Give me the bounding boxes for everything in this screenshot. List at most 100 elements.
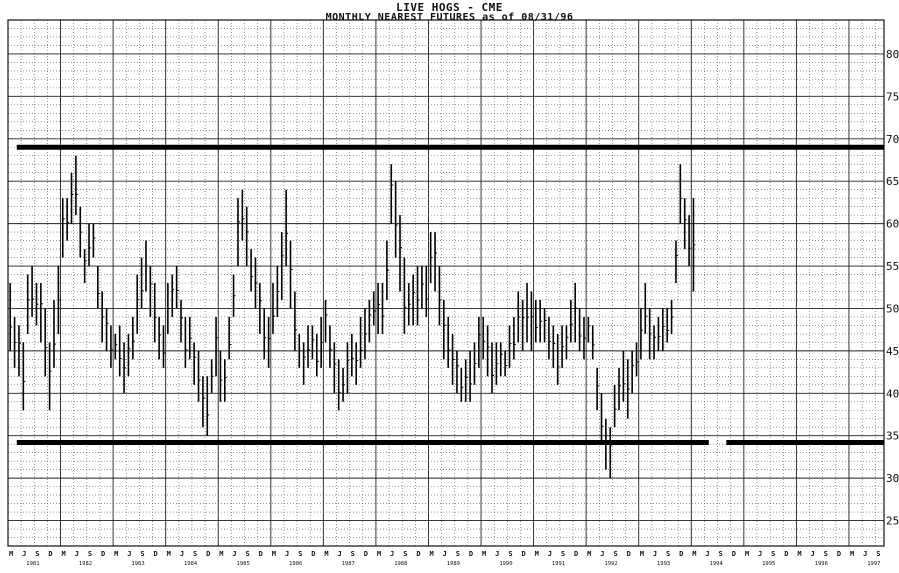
x-month-label: M [640, 550, 644, 558]
x-month-label: J [811, 550, 815, 558]
x-month-label: J [338, 550, 342, 558]
x-month-label: M [219, 550, 223, 558]
x-month-label: D [837, 550, 841, 558]
x-month-label: S [403, 550, 407, 558]
x-month-label: D [784, 550, 788, 558]
x-year-label: 1991 [552, 561, 565, 567]
x-month-label: D [206, 550, 210, 558]
x-month-label: J [390, 550, 394, 558]
y-tick-label: 55 [886, 260, 899, 273]
x-month-label: S [193, 550, 197, 558]
x-year-label: 1989 [447, 561, 460, 567]
x-month-label: S [666, 550, 670, 558]
y-axis: 25 30 35 40 45 50 55 60 65 70 75 80 [886, 48, 899, 528]
y-tick-label: 65 [886, 175, 899, 188]
y-tick-label: 50 [886, 302, 899, 315]
x-month-label: M [167, 550, 171, 558]
x-month-label: M [377, 550, 381, 558]
y-tick-label: 80 [886, 48, 899, 61]
price-bars [9, 155, 696, 479]
x-year-label: 1992 [604, 561, 617, 567]
x-month-label: D [627, 550, 631, 558]
x-month-label: M [114, 550, 118, 558]
x-year-label: 1981 [26, 561, 39, 567]
y-tick-label: 40 [886, 387, 899, 400]
x-month-label: S [246, 550, 250, 558]
x-month-label: D [101, 550, 105, 558]
chart-title: LIVE HOGS - CME [396, 1, 503, 14]
x-month-label: D [364, 550, 368, 558]
x-month-label: M [692, 550, 696, 558]
x-month-label: M [482, 550, 486, 558]
x-month-label: S [140, 550, 144, 558]
grid [7, 19, 885, 547]
x-month-label: M [9, 550, 13, 558]
x-month-label: D [416, 550, 420, 558]
y-tick-label: 60 [886, 218, 899, 231]
x-month-label: S [613, 550, 617, 558]
x-month-label: M [850, 550, 854, 558]
x-year-label: 1996 [815, 561, 828, 567]
x-month-label: J [548, 550, 552, 558]
x-month-label: J [180, 550, 184, 558]
x-month-label: M [272, 550, 276, 558]
x-month-label: M [429, 550, 433, 558]
x-month-label: J [443, 550, 447, 558]
y-tick-label: 45 [886, 345, 899, 358]
y-tick-label: 35 [886, 430, 899, 443]
x-year-label: 1994 [710, 561, 724, 567]
x-year-label: 1997 [867, 561, 880, 567]
x-month-label: M [62, 550, 66, 558]
x-month-label: S [35, 550, 39, 558]
x-year-label: 1983 [131, 561, 144, 567]
x-month-label: S [771, 550, 775, 558]
x-month-label: D [732, 550, 736, 558]
x-year-label: 1990 [499, 561, 512, 567]
x-month-label: M [745, 550, 749, 558]
x-month-label: J [285, 550, 289, 558]
x-month-label: S [719, 550, 723, 558]
x-month-label: M [324, 550, 328, 558]
x-month-label: J [495, 550, 499, 558]
x-month-label: J [127, 550, 131, 558]
x-year-label: 1995 [762, 561, 775, 567]
y-tick-label: 25 [886, 515, 899, 528]
x-month-label: S [824, 550, 828, 558]
x-month-label: D [259, 550, 263, 558]
y-tick-label: 75 [886, 90, 899, 103]
x-month-label: J [75, 550, 79, 558]
x-year-label: 1982 [79, 561, 92, 567]
y-tick-label: 70 [886, 133, 899, 146]
x-month-label: J [232, 550, 236, 558]
x-month-label: S [456, 550, 460, 558]
x-month-label: J [758, 550, 762, 558]
x-month-label: M [797, 550, 801, 558]
x-month-label: S [876, 550, 880, 558]
x-month-label: D [574, 550, 578, 558]
x-year-label: 1993 [657, 561, 670, 567]
chart-subtitle: MONTHLY NEAREST FUTURES as of 08/31/96 [325, 12, 574, 23]
x-year-label: 1985 [237, 561, 250, 567]
x-month-label: D [679, 550, 683, 558]
reference-lines [16, 144, 884, 445]
y-tick-label: 30 [886, 472, 899, 485]
x-month-label: D [48, 550, 52, 558]
x-month-label: D [154, 550, 158, 558]
x-month-label: S [561, 550, 565, 558]
x-month-label: D [521, 550, 525, 558]
x-month-label: M [587, 550, 591, 558]
plot-frame [7, 19, 885, 547]
x-year-label: 1987 [342, 561, 355, 567]
x-year-label: 1984 [184, 561, 198, 567]
x-month-label: J [705, 550, 709, 558]
x-month-label: J [863, 550, 867, 558]
x-month-label: D [311, 550, 315, 558]
x-month-label: S [298, 550, 302, 558]
x-month-label: S [508, 550, 512, 558]
x-month-label: S [351, 550, 355, 558]
x-month-label: M [535, 550, 539, 558]
x-year-label: 1986 [289, 561, 302, 567]
